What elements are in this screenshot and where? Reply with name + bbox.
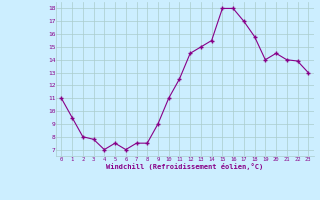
X-axis label: Windchill (Refroidissement éolien,°C): Windchill (Refroidissement éolien,°C) (106, 163, 263, 170)
